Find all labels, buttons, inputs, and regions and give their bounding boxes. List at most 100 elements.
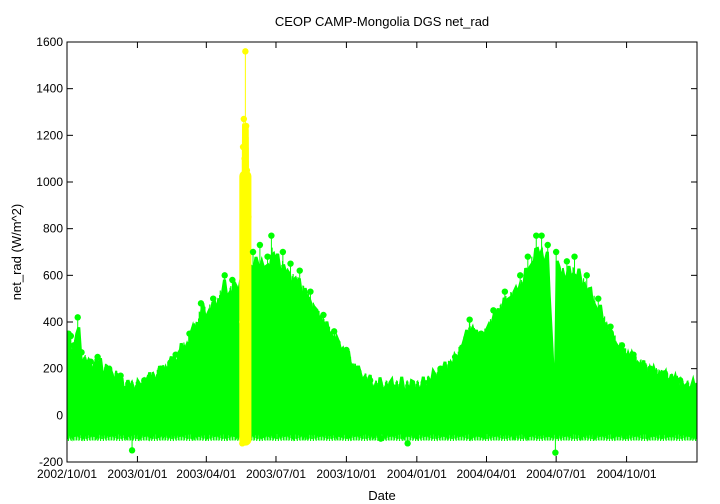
x-tick-label: 2003/10/01: [316, 467, 376, 481]
data-point: [595, 295, 602, 302]
data-point: [243, 167, 251, 174]
data-point: [74, 314, 81, 321]
data-point: [389, 384, 397, 391]
tick-marks: [66, 41, 697, 463]
data-point: [688, 430, 695, 438]
data-point: [78, 349, 85, 356]
data-point: [466, 316, 473, 323]
y-tick-label: 600: [43, 268, 63, 282]
y-tick-labels: -200 0 200 400 600 800 1000 1200 1400 1600: [36, 35, 63, 469]
data-point: [157, 365, 165, 372]
data-point: [524, 253, 532, 260]
y-tick-label: 1200: [36, 128, 63, 142]
data-point: [330, 328, 338, 335]
data-point: [242, 202, 250, 209]
data-point: [563, 258, 571, 265]
y-tick-label: 200: [43, 362, 63, 376]
x-tick-label: 2002/10/01: [37, 467, 97, 481]
data-point: [490, 307, 497, 314]
data-point: [242, 122, 250, 130]
data-point: [244, 178, 251, 186]
data-points: [67, 48, 695, 456]
data-point: [221, 272, 228, 279]
data-point: [241, 155, 248, 162]
chart-title: CEOP CAMP-Mongolia DGS net_rad: [275, 14, 489, 29]
data-point: [245, 213, 252, 221]
data-point: [630, 351, 637, 358]
data-point: [420, 379, 427, 386]
data-point: [307, 288, 314, 295]
data-point: [607, 323, 614, 330]
data-point: [245, 435, 252, 442]
data-point: [67, 332, 75, 340]
y-tick-label: 1000: [36, 175, 63, 189]
data-point: [229, 276, 236, 284]
data-point: [320, 311, 327, 319]
data-point: [268, 232, 275, 239]
data-point: [240, 115, 248, 123]
data-point: [533, 232, 540, 239]
data-point: [377, 435, 385, 442]
y-axis-label: net_rad (W/m^2): [9, 204, 24, 300]
data-point: [117, 372, 124, 379]
data-point: [70, 342, 78, 349]
y-tick-label: 0: [56, 408, 63, 422]
data-point: [243, 426, 251, 433]
data-point: [239, 143, 247, 151]
data-point: [647, 365, 654, 372]
data-point: [186, 330, 193, 337]
data-point: [239, 440, 246, 447]
data-point: [538, 232, 545, 239]
y-tick-label: 800: [43, 222, 63, 236]
data-point: [437, 365, 444, 372]
x-tick-labels: 2002/10/01 2003/01/01 2003/04/01 2003/07/01…: [37, 467, 657, 481]
data-point: [264, 253, 271, 260]
data-point: [618, 342, 626, 349]
x-tick-label: 2004/01/01: [387, 467, 447, 481]
data-point: [404, 440, 411, 447]
data-point: [583, 272, 590, 279]
data-point: [256, 241, 264, 249]
data-point: [287, 260, 294, 267]
data-point: [244, 307, 251, 314]
data-point: [94, 353, 101, 361]
data-point: [552, 248, 560, 256]
x-tick-label: 2003/01/01: [107, 467, 167, 481]
x-tick-label: 2004/07/01: [526, 467, 586, 481]
data-point: [516, 272, 524, 279]
y-tick-label: -200: [39, 455, 63, 469]
data-point: [128, 447, 136, 454]
data-point: [451, 353, 459, 361]
data-point: [676, 377, 684, 384]
data-point: [501, 288, 509, 295]
data-point: [249, 248, 257, 256]
plot-frame: [66, 41, 698, 463]
x-tick-label: 2004/10/01: [597, 467, 657, 481]
data-point: [661, 370, 669, 377]
data-point: [87, 358, 94, 365]
x-tick-label: 2004/04/01: [456, 467, 516, 481]
data-point: [242, 48, 249, 55]
data-point: [571, 253, 578, 260]
data-point: [552, 449, 559, 456]
data-point: [197, 300, 205, 307]
x-tick-label: 2003/04/01: [176, 467, 236, 481]
data-point: [353, 365, 361, 372]
x-axis-label: Date: [368, 488, 395, 503]
data-point: [172, 351, 179, 358]
data-point: [279, 248, 287, 256]
y-tick-label: 400: [43, 315, 63, 329]
data-point: [366, 377, 374, 384]
data-point: [343, 346, 350, 354]
data-point: [477, 330, 485, 337]
data-point: [544, 241, 551, 249]
y-tick-label: 1400: [36, 82, 63, 96]
data-point: [210, 295, 217, 302]
data-point: [105, 365, 113, 372]
x-tick-label: 2003/07/01: [246, 467, 306, 481]
data-point: [296, 267, 303, 274]
data-point: [141, 377, 148, 384]
y-tick-label: 1600: [36, 35, 63, 49]
